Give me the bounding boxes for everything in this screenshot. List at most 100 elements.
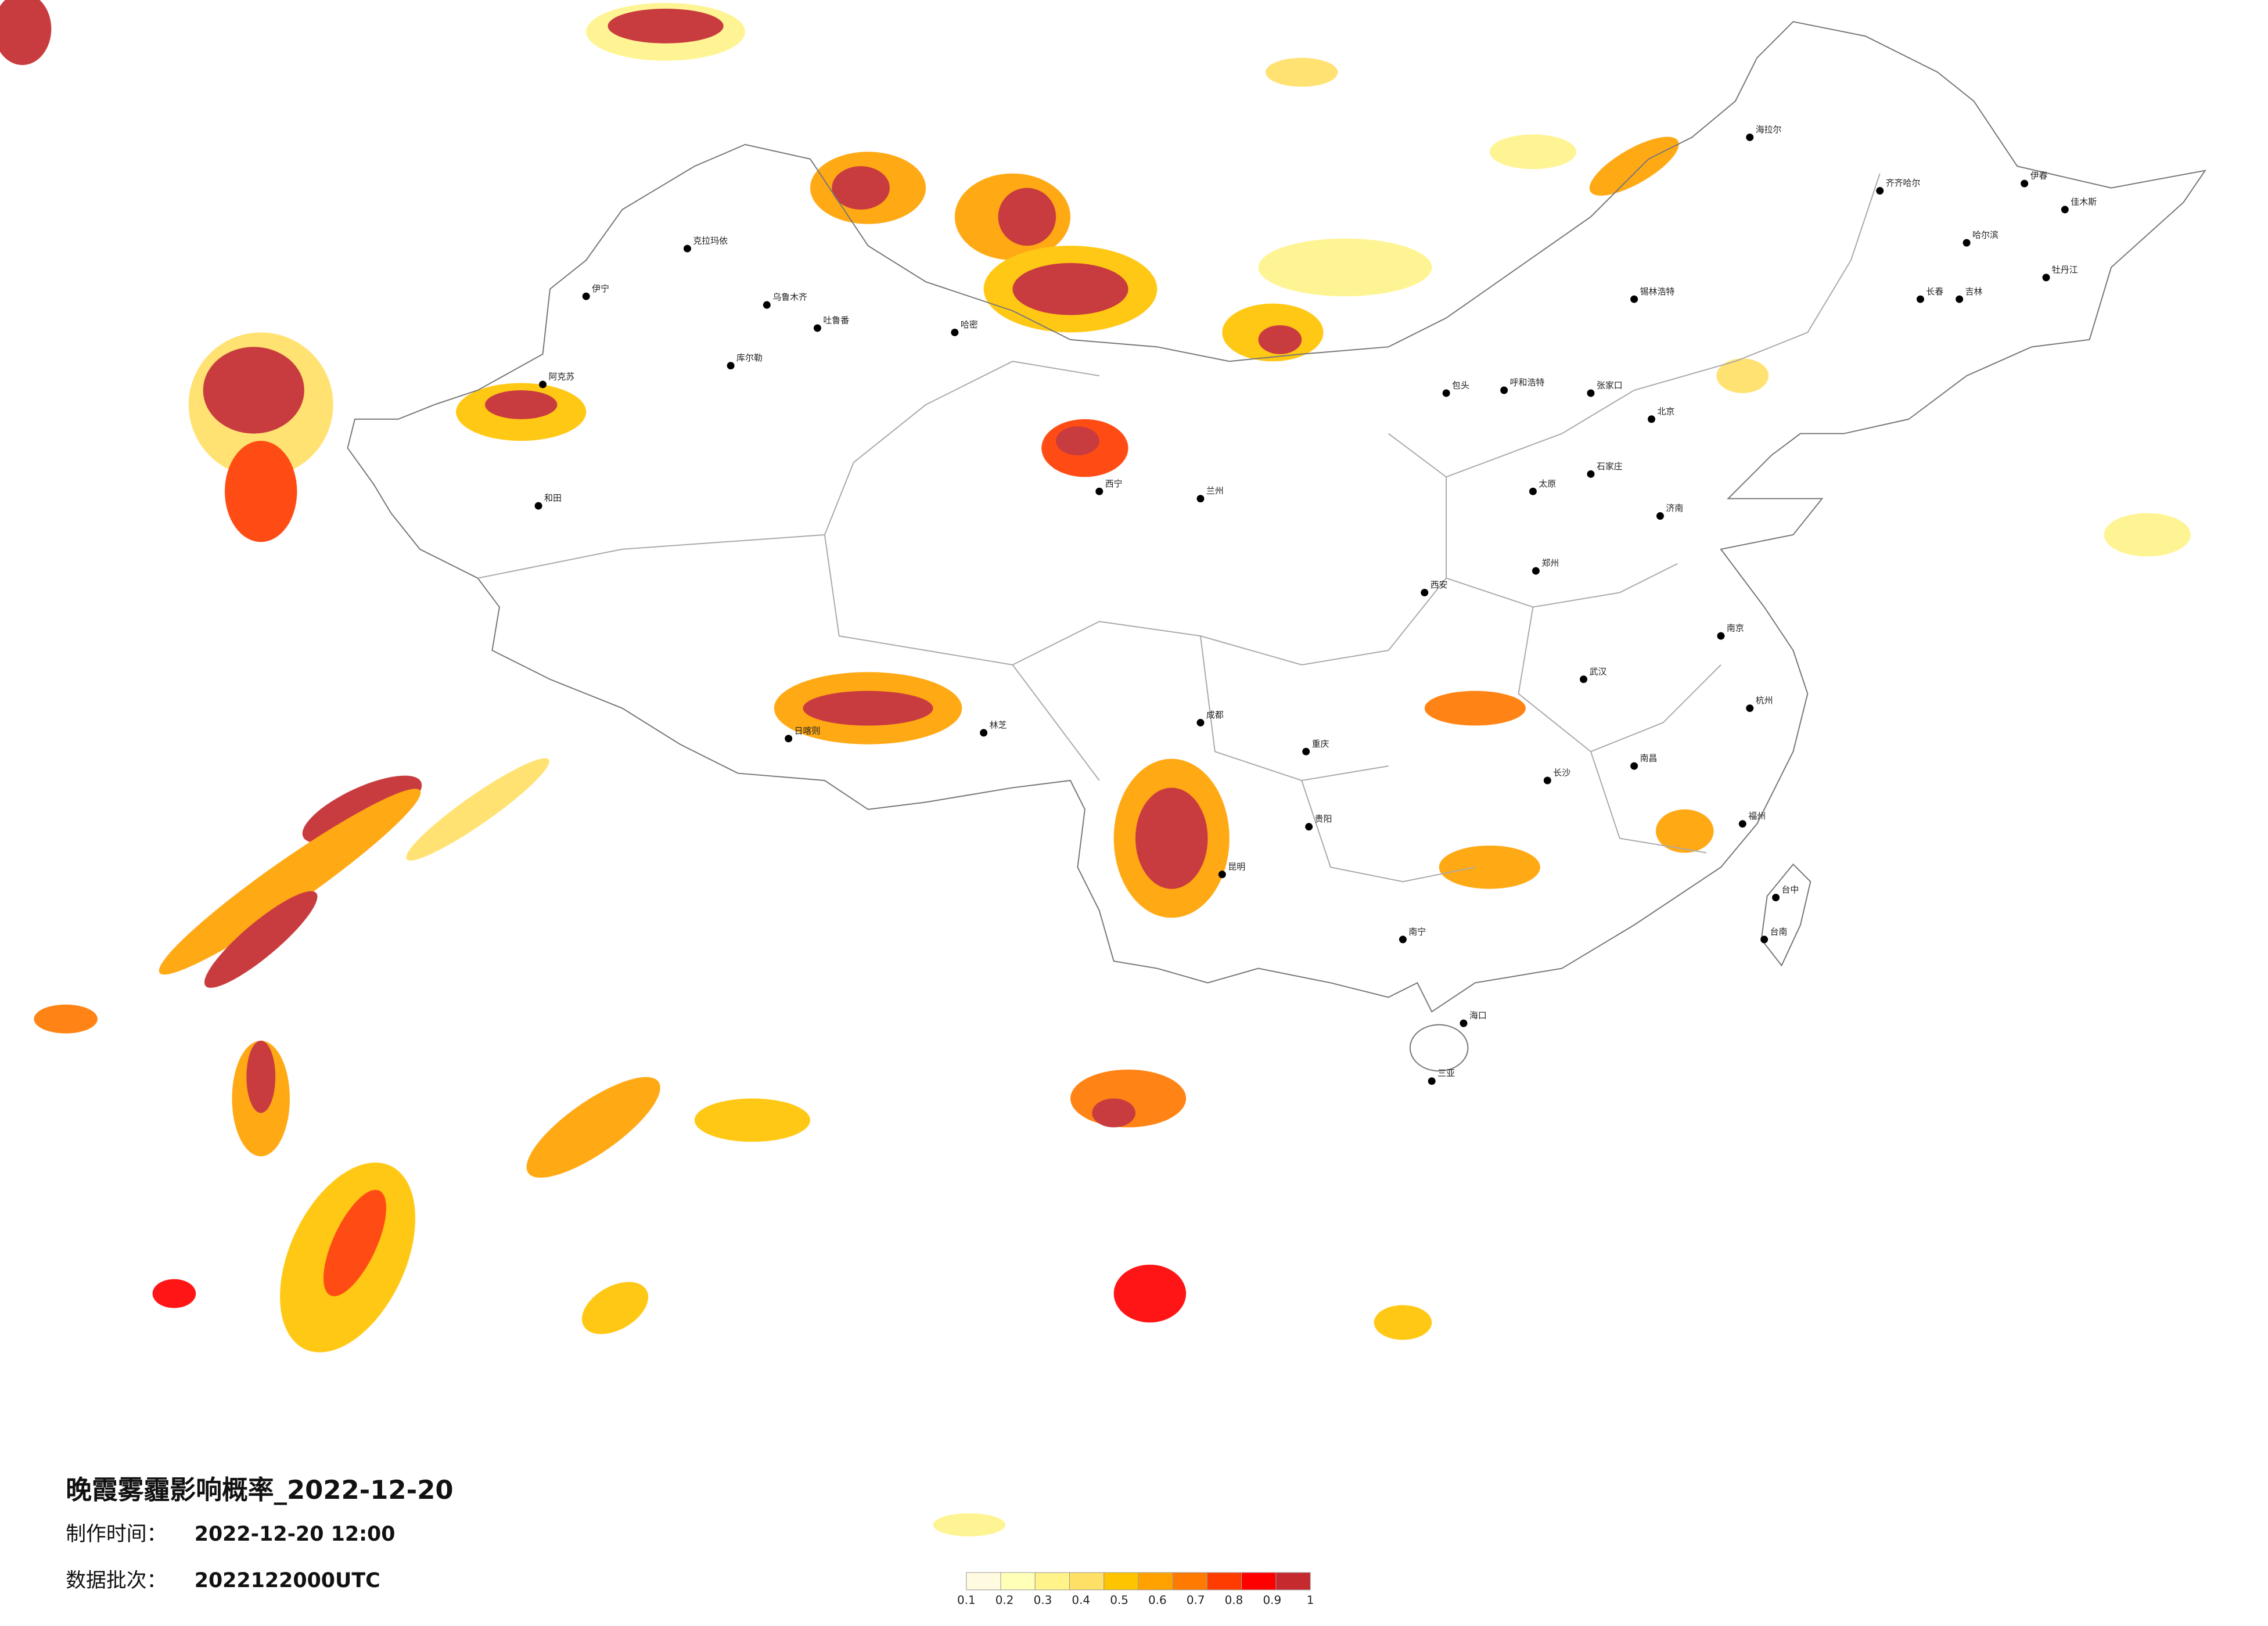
city-dot <box>1587 389 1595 397</box>
city-label: 台中 <box>1782 884 1799 895</box>
colorbar-cell <box>1104 1572 1139 1591</box>
batch-value: 2022122000UTC <box>195 1569 380 1592</box>
city-label: 锡林浩特 <box>1640 286 1675 297</box>
city-label: 吉林 <box>1965 286 1983 297</box>
city-label: 台南 <box>1770 926 1788 937</box>
city-label: 武汉 <box>1590 666 1607 677</box>
city-dot <box>1399 936 1407 944</box>
city-label: 吐鲁番 <box>823 315 849 326</box>
city-label: 贵阳 <box>1315 814 1332 824</box>
city-dot <box>813 324 821 332</box>
colorbar-cell <box>1000 1572 1036 1591</box>
city-dot <box>534 502 542 510</box>
city-dot <box>1532 567 1540 575</box>
colorbar-cell <box>1206 1572 1242 1591</box>
city-dot <box>1648 415 1655 423</box>
hainan-outline <box>1409 1024 1469 1072</box>
city-label: 齐齐哈尔 <box>1886 178 1921 188</box>
haze-field <box>0 0 2191 1537</box>
city-dot <box>727 362 735 370</box>
city-label: 长沙 <box>1553 768 1570 778</box>
city-label: 林芝 <box>990 720 1007 730</box>
city-dot <box>1916 295 1924 303</box>
colorbar-cell <box>1138 1572 1173 1591</box>
colorbar-tick-label: 0.8 <box>1225 1593 1243 1607</box>
city-dot <box>1738 820 1746 828</box>
city-label: 海拉尔 <box>1756 124 1782 135</box>
city-dot <box>2021 179 2029 188</box>
colorbar-tick-label: 1 <box>1307 1593 1314 1607</box>
city-dot <box>1717 632 1725 640</box>
city-label: 福州 <box>1748 811 1766 821</box>
city-label: 成都 <box>1206 710 1224 720</box>
city-label: 长春 <box>1926 286 1943 297</box>
city-dot <box>1587 470 1595 478</box>
colorbar-tick-label: 0.1 <box>957 1593 976 1607</box>
city-label: 和田 <box>544 493 562 503</box>
city-label: 南宁 <box>1408 926 1426 937</box>
country-outline <box>347 21 2206 1013</box>
city-dot <box>1760 936 1769 944</box>
city-label: 哈尔滨 <box>1972 230 1999 240</box>
colorbar-cell <box>1275 1572 1311 1591</box>
city-label: 库尔勒 <box>736 352 763 363</box>
city-dot <box>1529 487 1537 495</box>
city-dot <box>785 735 793 743</box>
city-label: 西宁 <box>1105 479 1123 489</box>
map-title: 晚霞雾霾影响概率_2022-12-20 <box>66 1474 453 1505</box>
city-label: 重庆 <box>1312 739 1329 749</box>
city-dot <box>539 380 547 388</box>
city-dot <box>1442 389 1450 397</box>
city-dot <box>1746 704 1754 713</box>
city-dot <box>1746 133 1754 141</box>
city-label: 伊春 <box>2030 171 2048 181</box>
city-label: 兰州 <box>1206 485 1224 496</box>
colorbar-cell <box>966 1572 1001 1591</box>
colorbar-tick-label: 0.5 <box>1110 1593 1128 1607</box>
city-label: 南昌 <box>1640 753 1658 764</box>
city-label: 济南 <box>1666 503 1683 513</box>
city-label: 张家口 <box>1597 380 1623 391</box>
colorbar-tick-label: 0.3 <box>1034 1593 1052 1607</box>
colorbar-cell <box>1034 1572 1070 1591</box>
city-dot <box>1302 747 1310 756</box>
city-dot <box>1305 823 1313 831</box>
city-label: 郑州 <box>1541 558 1559 569</box>
colorbar: 0.1 0.2 0.3 0.4 0.5 0.6 0.7 0.8 0.9 1 <box>957 1572 1314 1607</box>
city-dot <box>1500 386 1508 394</box>
city-dot <box>951 328 959 336</box>
city-dot <box>763 301 771 309</box>
colorbar-cell <box>1241 1572 1277 1591</box>
city-label: 南京 <box>1727 623 1744 634</box>
city-label: 哈密 <box>961 319 978 330</box>
city-label: 牡丹江 <box>2052 264 2078 275</box>
borders <box>347 21 2206 1072</box>
city-label: 杭州 <box>1756 695 1773 706</box>
city-dot <box>1421 588 1429 596</box>
colorbar-cell <box>1069 1572 1105 1591</box>
city-label: 昆明 <box>1228 861 1245 872</box>
batch-label: 数据批次： <box>66 1569 167 1592</box>
city-dot <box>1772 894 1780 902</box>
taiwan-outline <box>1760 863 1811 967</box>
city-label: 呼和浩特 <box>1510 377 1545 388</box>
city-dot <box>1196 718 1205 726</box>
city-dot <box>2042 274 2050 282</box>
city-dot <box>1460 1019 1468 1027</box>
city-label: 日喀则 <box>795 725 821 736</box>
production-time: 2022-12-20 12:00 <box>195 1523 396 1546</box>
city-dot <box>1543 776 1551 785</box>
city-dot <box>1656 512 1664 520</box>
city-dot <box>1963 239 1971 247</box>
city-dot <box>1580 675 1588 684</box>
city-label: 太原 <box>1539 479 1556 489</box>
colorbar-tick-label: 0.9 <box>1263 1593 1281 1607</box>
city-label: 海口 <box>1469 1010 1487 1021</box>
province-lines <box>477 173 1881 883</box>
city-dot <box>683 244 691 253</box>
city-dot <box>1956 295 1964 303</box>
city-label: 西安 <box>1430 580 1448 590</box>
city-label: 包头 <box>1452 380 1469 391</box>
